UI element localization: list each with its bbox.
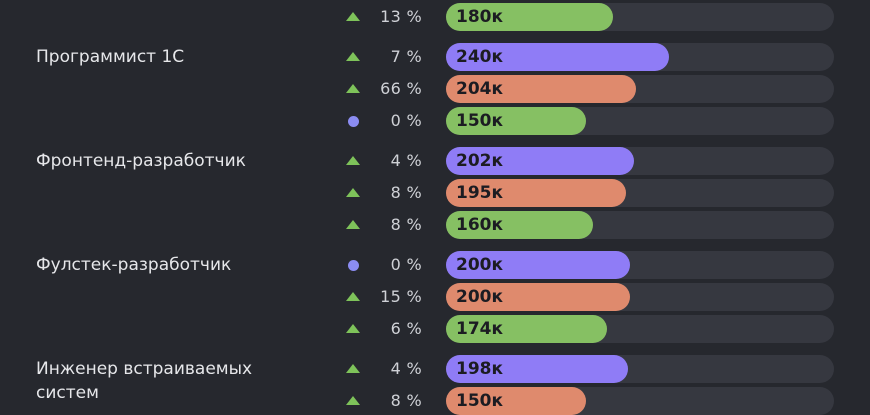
salary-bar: 200к: [446, 251, 631, 279]
salary-value: 180к: [456, 7, 504, 27]
salary-value: 174к: [456, 319, 504, 339]
salary-row: Инженер встраиваемых систем 4 % 198к: [0, 355, 870, 403]
salary-bar-track: 202к: [446, 147, 834, 175]
salary-row: 0 % 150к: [0, 107, 870, 135]
salary-bar: 160к: [446, 211, 594, 239]
salary-bar: 240к: [446, 43, 670, 71]
salary-row: 15 % 200к: [0, 283, 870, 311]
triangle-up-icon: [346, 396, 360, 405]
salary-row: 13 % 180к: [0, 3, 870, 31]
salary-value: 150к: [456, 391, 504, 411]
salary-bar-track: 198к: [446, 355, 834, 383]
salary-bar: 200к: [446, 283, 631, 311]
salary-bar: 150к: [446, 107, 586, 135]
triangle-up-icon: [346, 220, 360, 229]
role-title: Инженер встраиваемых систем: [36, 359, 253, 403]
salary-bar-track: 150к: [446, 107, 834, 135]
change-percent: 8 %: [390, 391, 422, 410]
change-percent: 4 %: [390, 151, 422, 170]
triangle-up-icon: [346, 52, 360, 61]
salary-row: Фронтенд-разработчик 4 % 202к: [0, 147, 870, 175]
salary-bar: 204к: [446, 75, 637, 103]
salary-value: 240к: [456, 47, 504, 67]
change-percent: 6 %: [390, 319, 422, 338]
role-title: Программист 1С: [36, 47, 185, 67]
dot-icon: [348, 260, 359, 271]
change-percent: 7 %: [390, 47, 422, 66]
salary-bar-track: 204к: [446, 75, 834, 103]
salary-bar: 202к: [446, 147, 635, 175]
salary-bar-track: 160к: [446, 211, 834, 239]
salary-bar-track: 174к: [446, 315, 834, 343]
salary-bar-track: 180к: [446, 3, 834, 31]
salary-bar-track: 150к: [446, 387, 834, 415]
salary-value: 198к: [456, 359, 504, 379]
salary-row: 66 % 204к: [0, 75, 870, 103]
salary-bar-track: 200к: [446, 251, 834, 279]
triangle-up-icon: [346, 156, 360, 165]
salary-value: 195к: [456, 183, 504, 203]
salary-row: Фулстек-разработчик 0 % 200к: [0, 251, 870, 279]
salary-row: 8 % 150к: [0, 387, 870, 415]
salary-value: 160к: [456, 215, 504, 235]
triangle-up-icon: [346, 292, 360, 301]
change-percent: 8 %: [390, 215, 422, 234]
salary-bar: 150к: [446, 387, 586, 415]
salary-bar-track: 240к: [446, 43, 834, 71]
salary-row: Программист 1С 7 % 240к: [0, 43, 870, 71]
salary-value: 200к: [456, 255, 504, 275]
triangle-up-icon: [346, 324, 360, 333]
salary-bar: 180к: [446, 3, 613, 31]
salary-row: 8 % 160к: [0, 211, 870, 239]
change-percent: 8 %: [390, 183, 422, 202]
role-title: Фронтенд-разработчик: [36, 151, 246, 171]
change-percent: 0 %: [390, 255, 422, 274]
dot-icon: [348, 116, 359, 127]
salary-bar: 195к: [446, 179, 627, 207]
salary-bar-track: 195к: [446, 179, 834, 207]
triangle-up-icon: [346, 12, 360, 21]
salary-bar-track: 200к: [446, 283, 834, 311]
change-percent: 0 %: [390, 111, 422, 130]
triangle-up-icon: [346, 84, 360, 93]
triangle-up-icon: [346, 188, 360, 197]
change-percent: 4 %: [390, 359, 422, 378]
change-percent: 13 %: [380, 7, 422, 26]
salary-value: 150к: [456, 111, 504, 131]
change-percent: 15 %: [380, 287, 422, 306]
change-percent: 66 %: [380, 79, 422, 98]
salary-value: 202к: [456, 151, 504, 171]
salary-row: 6 % 174к: [0, 315, 870, 343]
salary-bar: 174к: [446, 315, 608, 343]
triangle-up-icon: [346, 364, 360, 373]
salary-row: 8 % 195к: [0, 179, 870, 207]
role-title: Фулстек-разработчик: [36, 255, 232, 275]
salary-value: 204к: [456, 79, 504, 99]
salary-bar: 198к: [446, 355, 629, 383]
salary-value: 200к: [456, 287, 504, 307]
